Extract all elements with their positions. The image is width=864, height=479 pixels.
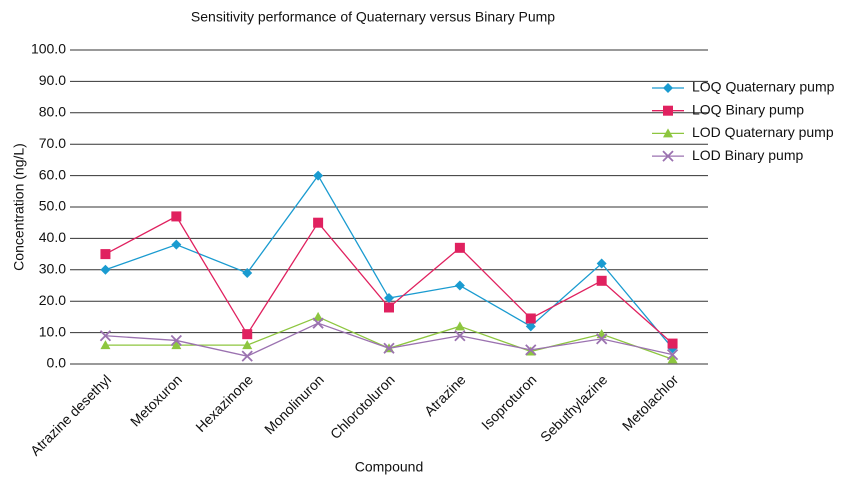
y-tick-label: 20.0 xyxy=(39,292,66,308)
data-point xyxy=(525,344,537,356)
data-point xyxy=(313,311,324,321)
legend-label: LOQ Quaternary pump xyxy=(692,79,835,95)
series-line xyxy=(105,174,674,349)
data-point xyxy=(596,275,607,286)
x-tick-label: Sebuthylazine xyxy=(537,371,611,445)
data-point xyxy=(312,317,324,329)
legend-marker xyxy=(663,105,673,116)
x-tick-label: Atrazine xyxy=(421,371,469,419)
data-point xyxy=(454,280,465,291)
x-tick-label: Isoproturon xyxy=(478,371,539,432)
data-point xyxy=(100,340,111,350)
data-point xyxy=(384,302,394,313)
data-point xyxy=(525,313,536,324)
y-tick-label: 40.0 xyxy=(39,229,66,245)
y-tick-label: 90.0 xyxy=(39,72,66,88)
x-tick-label: Chlorotoluron xyxy=(327,371,398,442)
data-point xyxy=(384,293,394,304)
y-tick-label: 70.0 xyxy=(39,135,66,151)
y-tick-label: 60.0 xyxy=(39,166,66,182)
data-point xyxy=(170,334,182,347)
data-point xyxy=(313,217,324,228)
data-point xyxy=(667,338,678,349)
data-point xyxy=(596,258,607,269)
legend-marker xyxy=(663,128,673,138)
data-point xyxy=(171,211,182,222)
series-line xyxy=(105,215,673,345)
series-line xyxy=(105,316,673,360)
x-tick-label: Atrazine desethyl xyxy=(27,371,114,458)
data-point xyxy=(100,264,111,275)
y-axis-title: Concentration (ng/L) xyxy=(11,143,27,271)
y-tick-label: 30.0 xyxy=(39,261,66,277)
x-tick-label: Metolachlor xyxy=(619,371,682,434)
data-point xyxy=(596,333,608,345)
legend-label: LOD Quaternary pump xyxy=(692,124,834,140)
y-tick-label: 100.0 xyxy=(31,41,66,57)
legend-marker xyxy=(662,150,674,162)
data-point xyxy=(242,340,253,350)
x-tick-label: Hexazinone xyxy=(192,371,256,435)
x-tick-label: Metoxuron xyxy=(127,371,185,429)
data-point xyxy=(99,330,112,342)
data-point xyxy=(242,267,253,278)
data-point xyxy=(383,342,395,354)
y-tick-label: 80.0 xyxy=(39,104,66,120)
data-point xyxy=(454,321,465,331)
x-tick-label: Monolinuron xyxy=(261,371,327,437)
y-tick-label: 0.0 xyxy=(47,355,67,371)
data-point xyxy=(454,242,465,253)
data-point xyxy=(666,348,679,361)
x-axis-title: Compound xyxy=(355,459,424,475)
data-point xyxy=(525,321,536,332)
data-point xyxy=(313,170,324,181)
chart-title: Sensitivity performance of Quaternary ve… xyxy=(191,9,555,25)
data-point xyxy=(171,239,182,250)
data-point xyxy=(241,350,253,362)
y-tick-label: 50.0 xyxy=(39,198,66,214)
data-point xyxy=(100,249,111,260)
y-tick-label: 10.0 xyxy=(39,323,66,339)
legend-label: LOQ Binary pump xyxy=(692,101,804,117)
data-point xyxy=(171,340,182,350)
data-point xyxy=(667,354,678,364)
legend-marker xyxy=(663,83,673,93)
data-point xyxy=(454,330,466,342)
legend-label: LOD Binary pump xyxy=(692,147,803,163)
data-point xyxy=(596,329,607,339)
data-point xyxy=(242,329,253,340)
